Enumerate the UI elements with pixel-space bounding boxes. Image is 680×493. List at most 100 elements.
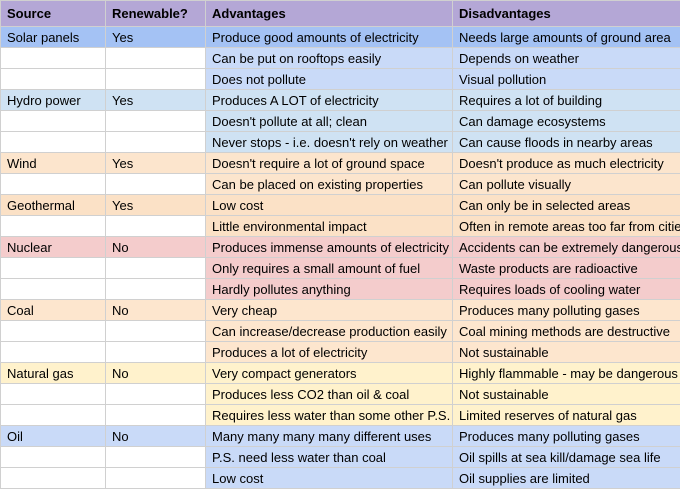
disadvantage-cell: Requires loads of cooling water	[452, 278, 680, 300]
table-row: Hydro power Yes Produces A LOT of electric…	[0, 89, 680, 111]
table-row: Doesn't pollute at all; clean Can damage …	[0, 110, 680, 132]
empty-cell	[105, 341, 206, 363]
table-row: Oil No Many many many many different uses P…	[0, 425, 680, 447]
header-cell: Advantages	[205, 0, 453, 27]
table-row: P.S. need less water than coal Oil spills…	[0, 446, 680, 468]
empty-cell	[0, 68, 106, 90]
disadvantage-cell: Waste products are radioactive	[452, 257, 680, 279]
disadvantage-cell: Needs large amounts of ground area	[452, 26, 680, 48]
advantage-cell: Only requires a small amount of fuel	[205, 257, 453, 279]
advantage-cell: Can be put on rooftops easily	[205, 47, 453, 69]
source-cell: Solar panels	[0, 26, 106, 48]
renewable-cell: No	[105, 236, 206, 258]
empty-cell	[105, 278, 206, 300]
empty-cell	[0, 404, 106, 426]
advantage-cell: Very cheap	[205, 299, 453, 321]
empty-cell	[0, 320, 106, 342]
empty-cell	[0, 47, 106, 69]
table-row: Coal No Very cheap Produces many polluting …	[0, 299, 680, 321]
disadvantage-cell: Depends on weather	[452, 47, 680, 69]
advantage-cell: Many many many many different uses	[205, 425, 453, 447]
renewable-cell: Yes	[105, 194, 206, 216]
source-cell: Natural gas	[0, 362, 106, 384]
empty-cell	[105, 383, 206, 405]
disadvantage-cell: Can only be in selected areas	[452, 194, 680, 216]
advantage-cell: Never stops - i.e. doesn't rely on weath…	[205, 131, 453, 153]
source-cell: Wind	[0, 152, 106, 174]
header-cell: Disadvantages	[452, 0, 680, 27]
disadvantage-cell: Requires a lot of building	[452, 89, 680, 111]
empty-cell	[0, 110, 106, 132]
disadvantage-cell: Oil spills at sea kill/damage sea life	[452, 446, 680, 468]
empty-cell	[105, 320, 206, 342]
empty-cell	[105, 215, 206, 237]
table-row: Geothermal Yes Low cost Can only be in sele…	[0, 194, 680, 216]
disadvantage-cell: Accidents can be extremely dangerous	[452, 236, 680, 258]
empty-cell	[0, 467, 106, 489]
advantage-cell: Can increase/decrease production easily	[205, 320, 453, 342]
empty-cell	[0, 131, 106, 153]
advantage-cell: Doesn't pollute at all; clean	[205, 110, 453, 132]
disadvantage-cell: Limited reserves of natural gas	[452, 404, 680, 426]
advantage-cell: Produces a lot of electricity	[205, 341, 453, 363]
advantage-cell: Produce good amounts of electricity	[205, 26, 453, 48]
table-row: Only requires a small amount of fuel Wast…	[0, 257, 680, 279]
header-cell: Source	[0, 0, 106, 27]
advantage-cell: Very compact generators	[205, 362, 453, 384]
empty-cell	[0, 278, 106, 300]
source-cell: Coal	[0, 299, 106, 321]
empty-cell	[105, 131, 206, 153]
disadvantage-cell: Coal mining methods are destructive	[452, 320, 680, 342]
empty-cell	[105, 467, 206, 489]
empty-cell	[105, 68, 206, 90]
disadvantage-cell: Produces many polluting gases	[452, 299, 680, 321]
advantage-cell: Can be placed on existing properties	[205, 173, 453, 195]
renewable-cell: Yes	[105, 89, 206, 111]
table-row: Nuclear No Produces immense amounts of ele…	[0, 236, 680, 258]
renewable-cell: No	[105, 362, 206, 384]
empty-cell	[0, 446, 106, 468]
renewable-cell: No	[105, 425, 206, 447]
advantage-cell: Little environmental impact	[205, 215, 453, 237]
table-row: Hardly pollutes anything Requires loads o…	[0, 278, 680, 300]
disadvantage-cell: Can pollute visually	[452, 173, 680, 195]
source-cell: Hydro power	[0, 89, 106, 111]
source-cell: Nuclear	[0, 236, 106, 258]
header-row: Source Renewable? Advantages Disadvantages	[0, 0, 680, 27]
empty-cell	[0, 215, 106, 237]
advantage-cell: Produces A LOT of electricity	[205, 89, 453, 111]
empty-cell	[105, 110, 206, 132]
disadvantage-cell: Not sustainable	[452, 341, 680, 363]
table-row: Requires less water than some other P.S.…	[0, 404, 680, 426]
table-row: Produces a lot of electricity Not sustain…	[0, 341, 680, 363]
empty-cell	[0, 341, 106, 363]
header-cell: Renewable?	[105, 0, 206, 27]
table-row: Little environmental impact Often in remo…	[0, 215, 680, 237]
table-row: Can be placed on existing properties Can …	[0, 173, 680, 195]
advantage-cell: Hardly pollutes anything	[205, 278, 453, 300]
table-row: Can be put on rooftops easily Depends on …	[0, 47, 680, 69]
renewable-cell: No	[105, 299, 206, 321]
disadvantage-cell: Can cause floods in nearby areas	[452, 131, 680, 153]
table-row: Never stops - i.e. doesn't rely on weath…	[0, 131, 680, 153]
table-row: Wind Yes Doesn't require a lot of ground s…	[0, 152, 680, 174]
advantage-cell: Produces immense amounts of electricity	[205, 236, 453, 258]
disadvantage-cell: Visual pollution	[452, 68, 680, 90]
table-row: Produces less CO2 than oil & coal Not sus…	[0, 383, 680, 405]
disadvantage-cell: Produces many polluting gases	[452, 425, 680, 447]
empty-cell	[105, 257, 206, 279]
advantage-cell: P.S. need less water than coal	[205, 446, 453, 468]
advantage-cell: Does not pollute	[205, 68, 453, 90]
empty-cell	[105, 446, 206, 468]
disadvantage-cell: Not sustainable	[452, 383, 680, 405]
renewable-cell: Yes	[105, 26, 206, 48]
disadvantage-cell: Oil supplies are limited	[452, 467, 680, 489]
advantage-cell: Requires less water than some other P.S.	[205, 404, 453, 426]
advantage-cell: Low cost	[205, 467, 453, 489]
renewable-cell: Yes	[105, 152, 206, 174]
table-row: Solar panels Yes Produce good amounts of e…	[0, 26, 680, 48]
disadvantage-cell: Doesn't produce as much electricity	[452, 152, 680, 174]
table-row: Low cost Oil supplies are limited	[0, 467, 680, 489]
source-cell: Geothermal	[0, 194, 106, 216]
